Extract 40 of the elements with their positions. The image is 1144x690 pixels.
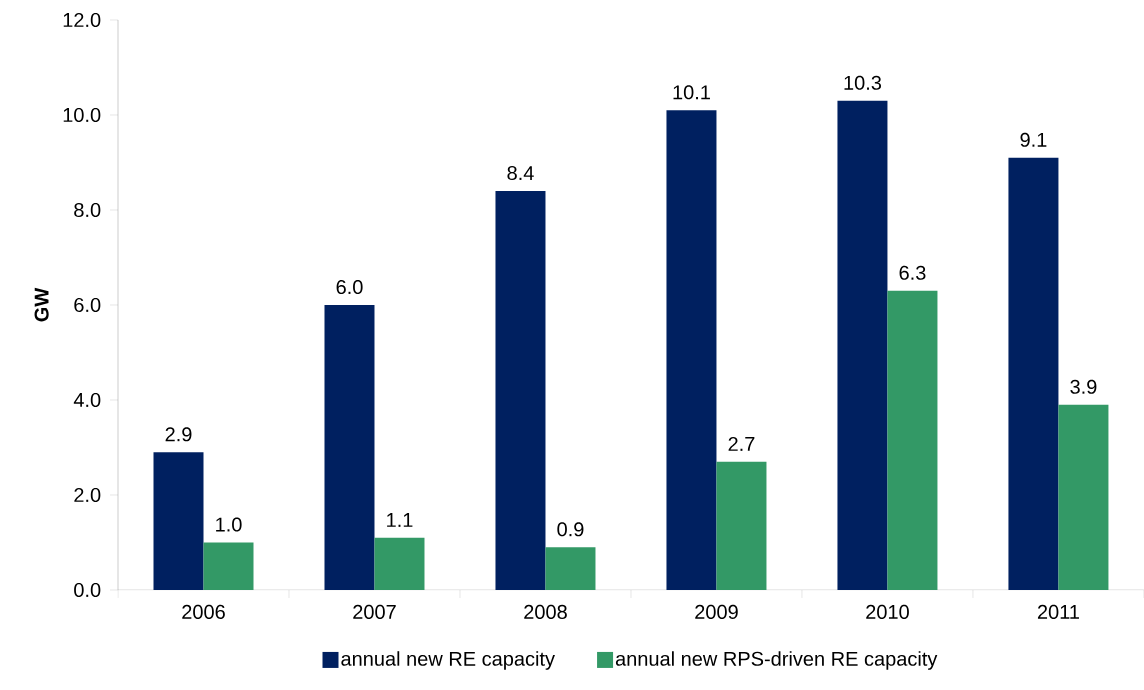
y-tick-label: 0.0 [74, 582, 101, 598]
x-tick-label: 2008 [524, 604, 567, 620]
bar [666, 110, 717, 590]
x-tick-label: 2007 [353, 604, 396, 620]
data-label: 1.1 [387, 513, 413, 527]
data-label: 10.3 [844, 75, 882, 90]
x-tick-label: 2010 [866, 604, 909, 620]
data-label: 6.3 [899, 265, 926, 280]
bar [324, 304, 375, 590]
data-label: 2.7 [728, 436, 755, 451]
data-label: 0.9 [557, 522, 584, 537]
bar [153, 452, 204, 590]
y-tick-label: 8.0 [74, 202, 101, 218]
data-label: 8.4 [507, 165, 534, 181]
bar [495, 190, 546, 590]
bar [545, 547, 596, 590]
data-label: 3.9 [1070, 379, 1097, 394]
data-label: 9.1 [1020, 132, 1047, 147]
legend-label: annual new RE capacity [341, 651, 555, 670]
bar [1008, 157, 1059, 590]
x-tick-label: 2011 [1037, 604, 1079, 620]
y-axis-title: GW [34, 287, 49, 322]
y-tick-label: 2.0 [74, 487, 101, 503]
legend-label: annual new RPS-driven RE capacity [615, 651, 938, 670]
y-tick-label: 4.0 [73, 392, 101, 408]
x-tick-label: 2006 [182, 604, 225, 620]
data-label: 10.1 [673, 85, 710, 100]
bar [837, 100, 888, 590]
x-tick-label: 2009 [695, 604, 738, 620]
bar [716, 461, 767, 590]
y-tick-label: 10.0 [63, 107, 101, 123]
bar [374, 537, 425, 590]
y-tick-label: 12.0 [63, 12, 101, 28]
bar [887, 290, 938, 590]
bar [203, 542, 254, 590]
data-label: 1.0 [216, 517, 242, 532]
y-tick-label: 6.0 [74, 297, 101, 313]
bar [1058, 404, 1109, 590]
data-label: 6.0 [336, 279, 363, 295]
data-label: 2.9 [165, 427, 192, 442]
